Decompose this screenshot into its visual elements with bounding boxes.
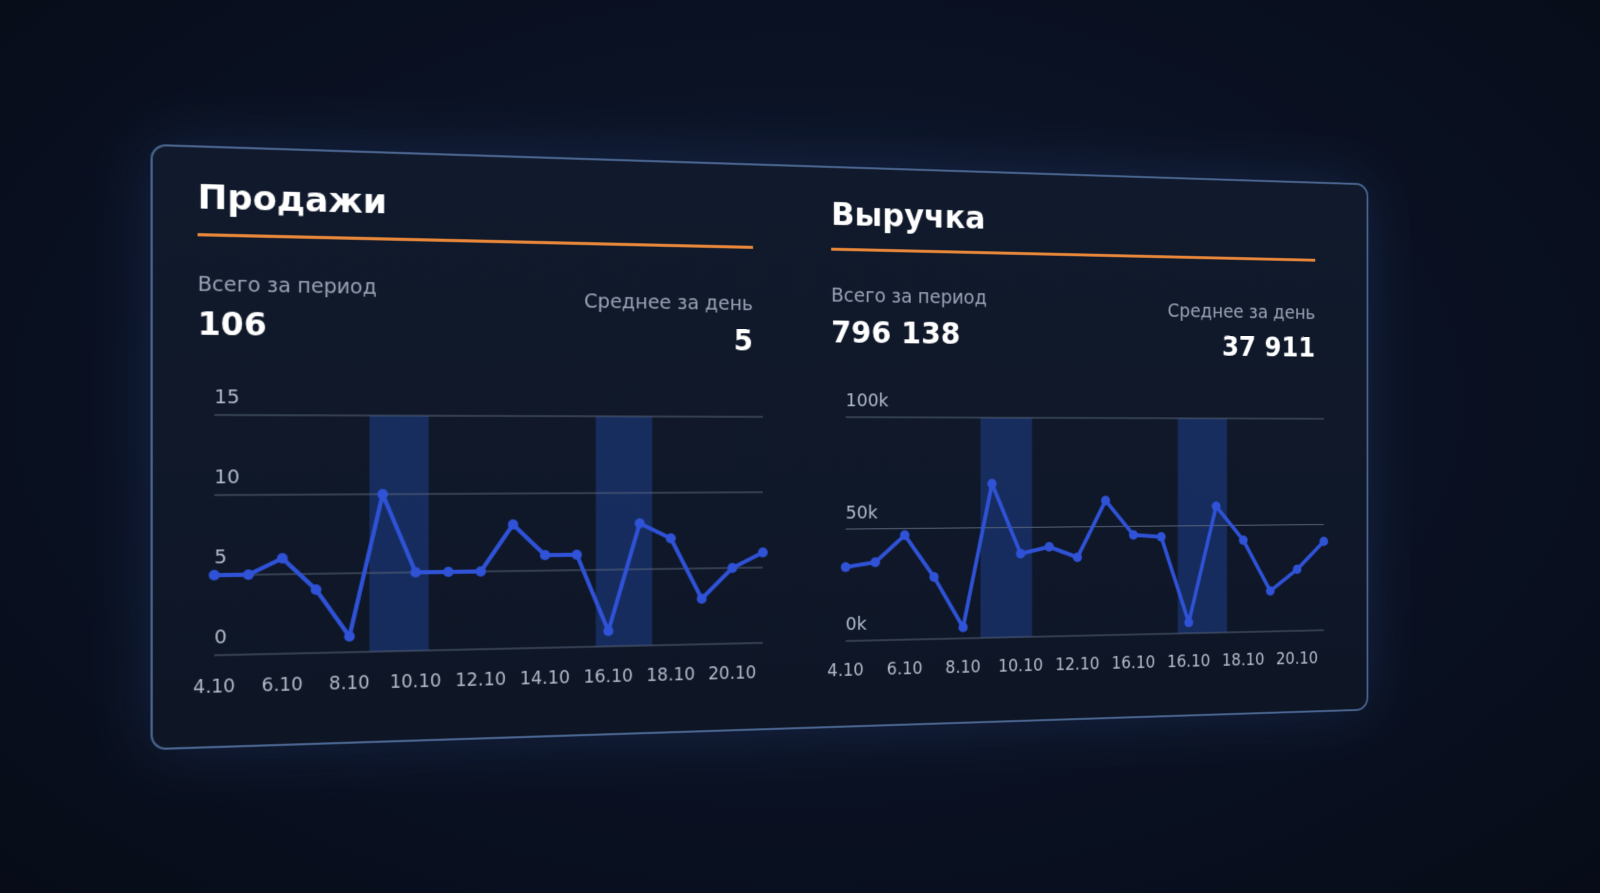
line — [214, 492, 763, 639]
y-tick-label: 0 — [214, 627, 227, 649]
x-tick-label: 18.10 — [646, 664, 695, 686]
charts: Продажи Всего за период 106 Среднее за день… — [193, 178, 1329, 698]
point — [870, 557, 881, 568]
line — [846, 482, 1324, 630]
point — [987, 478, 997, 489]
avg-label: Среднее за день — [1168, 301, 1316, 324]
point — [475, 566, 487, 577]
point — [443, 566, 454, 578]
point — [727, 562, 738, 574]
panel-title: Выручка — [831, 197, 985, 237]
point — [1319, 536, 1329, 547]
x-tick-label: 6.10 — [887, 658, 923, 679]
dashboard-card: Продажи Всего за период 106 Среднее за день… — [150, 143, 1369, 751]
grid-line — [214, 643, 763, 655]
x-tick-label: 12.10 — [1055, 653, 1099, 674]
point — [208, 569, 220, 581]
point — [1292, 564, 1302, 575]
avg-value: 37 911 — [1222, 331, 1315, 364]
grid-line — [846, 630, 1324, 641]
point — [1156, 532, 1166, 542]
x-tick-label: 10.10 — [390, 670, 442, 693]
point — [1211, 501, 1221, 512]
title-underline — [197, 233, 754, 249]
grid-line — [846, 524, 1324, 529]
point — [840, 562, 851, 573]
x-tick-label: 4.10 — [193, 675, 235, 698]
total-label: Всего за период — [831, 285, 987, 309]
point — [507, 519, 519, 530]
x-tick-label: 8.10 — [945, 656, 980, 677]
y-tick-label: 0k — [846, 615, 868, 636]
point — [377, 488, 389, 500]
y-tick-label: 15 — [214, 387, 239, 409]
y-tick-label: 10 — [214, 467, 239, 489]
total-value: 796 138 — [831, 315, 960, 351]
point — [757, 547, 768, 558]
total-label: Всего за период — [198, 273, 377, 299]
x-tick-label: 18.10 — [1222, 649, 1265, 669]
y-tick-label: 50k — [846, 503, 879, 523]
x-tick-label: 4.10 — [827, 659, 863, 680]
title-underline — [831, 247, 1316, 262]
grid-line — [214, 415, 763, 417]
point — [1072, 552, 1083, 563]
grid-line — [846, 417, 1324, 419]
avg-value: 5 — [734, 324, 753, 358]
point — [242, 569, 254, 581]
x-tick-label: 10.10 — [998, 655, 1043, 676]
x-tick-label: 6.10 — [262, 673, 303, 696]
y-tick-label: 5 — [214, 547, 227, 569]
highlight-band — [595, 416, 653, 647]
x-tick-label: 12.10 — [455, 668, 506, 690]
total-value: 106 — [198, 305, 267, 343]
point — [1044, 541, 1054, 552]
highlight-band — [980, 417, 1033, 638]
grid-line — [214, 492, 763, 495]
avg-label: Среднее за день — [584, 291, 753, 315]
point — [634, 518, 645, 529]
x-tick-label: 16.10 — [1167, 651, 1210, 671]
x-tick-label: 16.10 — [584, 665, 634, 687]
y-tick-label: 100k — [846, 391, 890, 411]
point — [1128, 530, 1138, 540]
x-tick-label: 8.10 — [329, 672, 370, 694]
x-tick-label: 20.10 — [1276, 648, 1318, 668]
x-tick-label: 20.10 — [708, 662, 756, 684]
highlight-band — [369, 415, 429, 652]
panel-title: Продажи — [198, 178, 387, 222]
x-tick-label: 16.10 — [1112, 652, 1156, 673]
x-tick-label: 14.10 — [520, 667, 570, 689]
point — [1101, 495, 1111, 506]
